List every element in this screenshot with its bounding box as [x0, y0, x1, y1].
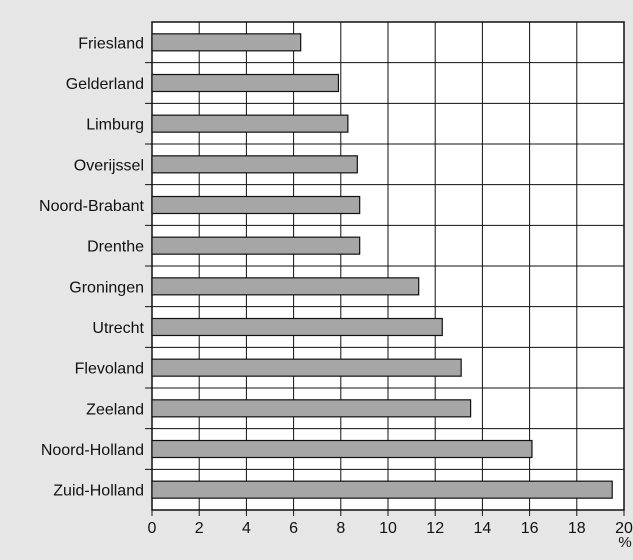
x-tick-label-18: 18: [568, 520, 586, 537]
bars: [151, 33, 613, 499]
x-unit-label: %: [618, 534, 631, 551]
category-label-noord-holland: Noord-Holland: [41, 442, 144, 459]
x-tick-label-12: 12: [426, 520, 444, 537]
x-tick-label-2: 2: [195, 520, 204, 537]
category-label-gelderland: Gelderland: [66, 76, 144, 93]
bar-noord-brabant: [151, 195, 361, 215]
x-tick-label-14: 14: [474, 520, 492, 537]
bar-drenthe: [151, 236, 361, 255]
bar-gelderland: [151, 73, 340, 93]
x-tick-label-0: 0: [148, 520, 157, 537]
x-tick-label-10: 10: [379, 520, 397, 537]
category-label-flevoland: Flevoland: [75, 361, 144, 378]
bar-groningen: [151, 277, 420, 296]
x-tick-label-8: 8: [336, 520, 345, 537]
category-label-utrecht: Utrecht: [92, 320, 144, 337]
bar-zuid-holland: [151, 480, 613, 499]
category-label-groningen: Groningen: [69, 279, 144, 296]
category-labels: Friesland Gelderland Limburg Overijssel Noor…: [39, 35, 145, 499]
bar-flevoland: [151, 358, 462, 377]
x-tick-label-4: 4: [242, 520, 251, 537]
bar-friesland: [151, 33, 302, 52]
bar-noord-holland: [151, 439, 533, 459]
category-label-zeeland: Zeeland: [86, 401, 144, 418]
x-axis-ticks: 0 2 4 6 8 10 12 14 16 18 20: [148, 510, 633, 537]
x-tick-label-16: 16: [521, 520, 539, 537]
x-tick-label-6: 6: [289, 520, 298, 537]
bar-zeeland: [151, 399, 472, 418]
bar-utrecht: [151, 317, 443, 337]
x-tick-label-20: 20: [615, 520, 633, 537]
bar-limburg: [151, 114, 349, 133]
category-label-drenthe: Drenthe: [87, 239, 144, 256]
category-label-friesland: Friesland: [78, 35, 144, 52]
category-label-overijssel: Overijssel: [74, 157, 144, 174]
category-label-limburg: Limburg: [86, 117, 144, 134]
bar-overijssel: [151, 155, 358, 174]
grid-lines: [145, 22, 624, 510]
category-label-zuid-holland: Zuid-Holland: [53, 483, 144, 500]
category-label-noord-brabant: Noord-Brabant: [39, 198, 145, 215]
